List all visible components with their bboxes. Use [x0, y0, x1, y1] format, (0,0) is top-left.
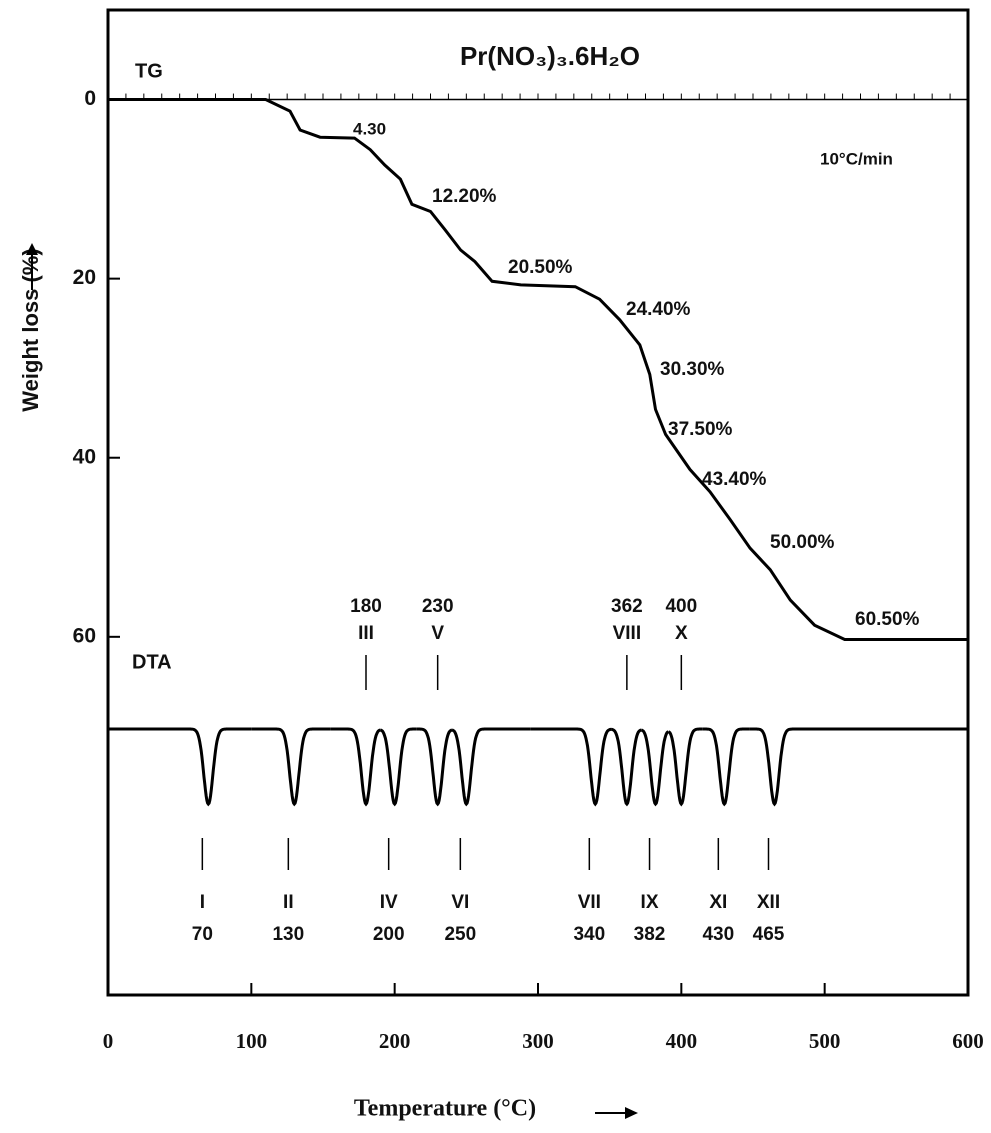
x-tick-label: 100 — [236, 1029, 268, 1053]
peak-label: X — [675, 623, 688, 644]
peak-label: IV — [380, 892, 398, 913]
peak-label: XI — [709, 892, 727, 913]
peak-temperature: 362 — [611, 596, 643, 617]
peak-temperature: 230 — [422, 596, 454, 617]
peak-label: IX — [641, 892, 659, 913]
peak-temperature: 130 — [272, 924, 304, 945]
peak-label: I — [200, 892, 205, 913]
dta-label: DTA — [132, 651, 172, 673]
dta-peak — [330, 729, 380, 804]
x-tick-label: 500 — [809, 1029, 841, 1053]
peak-label: V — [431, 623, 444, 644]
x-tick-label: 300 — [522, 1029, 554, 1053]
dta-peak — [703, 729, 750, 804]
peak-label: XII — [757, 892, 780, 913]
dta-peak — [641, 730, 668, 804]
peak-label: III — [358, 623, 374, 644]
dta-peak — [611, 729, 641, 804]
y-tick-label: 20 — [73, 266, 96, 289]
peak-temperature: 382 — [634, 924, 666, 945]
peak-temperature: 340 — [573, 924, 605, 945]
peak-temperature: 430 — [702, 924, 734, 945]
tg-line — [108, 100, 968, 640]
chart-title: Pr(NO₃)₃.6H₂O — [460, 41, 640, 71]
dta-peak — [251, 729, 330, 804]
peak-temperature: 180 — [350, 596, 382, 617]
peak-temperature: 400 — [665, 596, 697, 617]
peak-label: II — [283, 892, 294, 913]
chart: Pr(NO₃)₃.6H₂O TG DTA Weight loss (%) Tem… — [0, 0, 991, 1133]
peak-label: VIII — [613, 623, 642, 644]
annotation: 12.20% — [432, 186, 497, 207]
dta-peak — [416, 729, 452, 804]
annotation: 37.50% — [668, 419, 733, 440]
y-tick-label: 40 — [73, 445, 96, 468]
y-tick-label: 60 — [73, 624, 96, 647]
peak-label: VI — [451, 892, 469, 913]
annotation: 50.00% — [770, 532, 835, 553]
annotation: 30.30% — [660, 359, 725, 380]
x-tick-label: 0 — [103, 1029, 114, 1053]
dta-peak — [531, 729, 611, 804]
x-tick-label: 600 — [952, 1029, 984, 1053]
annotation: 20.50% — [508, 257, 573, 278]
y-tick-label: 0 — [84, 87, 96, 110]
annotation: 24.40% — [626, 299, 691, 320]
dta-peak — [380, 729, 416, 804]
dta-peak — [749, 729, 968, 804]
annotation: 4.30 — [353, 119, 386, 138]
annotation: 10°C/min — [820, 149, 893, 168]
dta-peak — [108, 729, 251, 804]
x-arrow-head — [625, 1107, 638, 1119]
y-axis-label: Weight loss (%) — [18, 248, 43, 411]
annotation: 60.50% — [855, 609, 920, 630]
annotation: 43.40% — [702, 469, 767, 490]
x-axis-label: Temperature (°C) — [354, 1096, 536, 1122]
x-tick-label: 200 — [379, 1029, 411, 1053]
x-tick-label: 400 — [666, 1029, 698, 1053]
peak-label: VII — [578, 892, 601, 913]
peak-temperature: 200 — [373, 924, 405, 945]
peak-temperature: 250 — [444, 924, 476, 945]
tg-label: TG — [135, 60, 163, 82]
dta-peak — [452, 729, 531, 804]
dta-peak — [668, 729, 702, 804]
peak-temperature: 465 — [753, 924, 785, 945]
peak-temperature: 70 — [192, 924, 213, 945]
